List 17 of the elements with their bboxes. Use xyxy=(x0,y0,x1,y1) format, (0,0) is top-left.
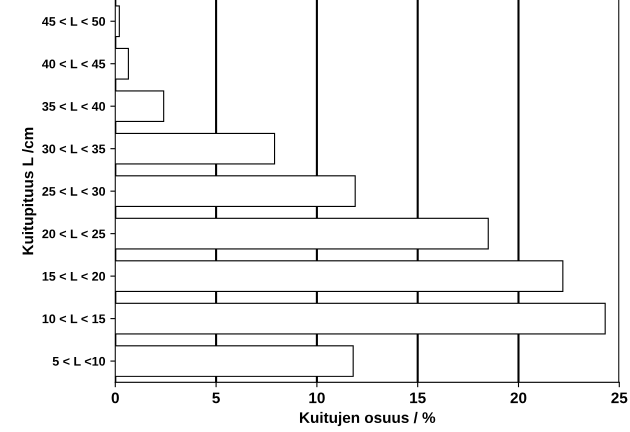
y-tick-label: 20 < L < 25 xyxy=(42,229,106,238)
x-tick-label: 15 xyxy=(410,392,426,404)
y-tick-label: 40 < L < 45 xyxy=(42,60,106,68)
x-tick-label: 5 xyxy=(212,392,220,404)
y-tick-label: 45 < L < 50 xyxy=(42,17,106,26)
x-tick-label: 20 xyxy=(510,392,526,404)
y-tick-label: 35 < L < 40 xyxy=(42,102,106,111)
y-tick-label: 30 < L < 35 xyxy=(42,144,106,154)
x-axis-title: Kuitujen osuus / % xyxy=(300,412,436,426)
x-tick-label: 10 xyxy=(309,392,325,404)
y-tick-label: 10 < L < 15 xyxy=(42,314,106,324)
y-axis-title: Kuitupituus L /cm xyxy=(22,128,36,254)
y-tick-label: 25 < L < 30 xyxy=(42,186,106,196)
x-tick-label: 0 xyxy=(112,392,119,404)
y-tick-label: 5 < L <10 xyxy=(52,356,106,366)
y-tick-label: 15 < L < 20 xyxy=(42,272,106,281)
x-tick-label: 25 xyxy=(611,392,628,404)
